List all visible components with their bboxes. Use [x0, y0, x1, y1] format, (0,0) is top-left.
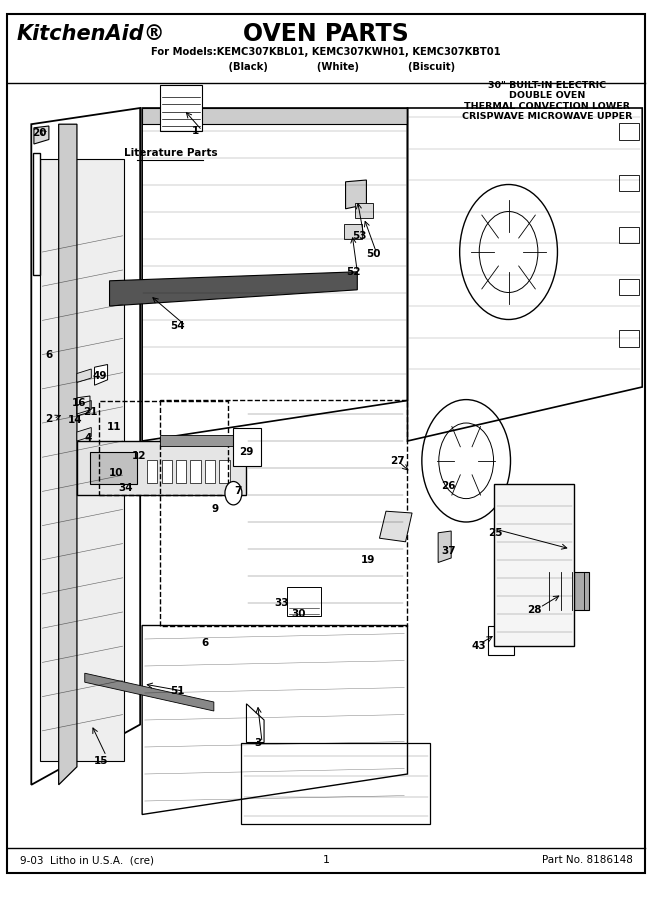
- Text: 53: 53: [353, 230, 367, 241]
- Text: 7: 7: [234, 485, 242, 496]
- Text: Part No. 8186148: Part No. 8186148: [542, 855, 632, 866]
- Bar: [619, 227, 639, 243]
- Polygon shape: [142, 108, 408, 124]
- Bar: [287, 587, 321, 616]
- Polygon shape: [77, 369, 91, 382]
- Text: 26: 26: [441, 481, 456, 491]
- Bar: [619, 330, 639, 346]
- Bar: [33, 153, 40, 274]
- Text: 9-03  Litho in U.S.A.  (cre): 9-03 Litho in U.S.A. (cre): [20, 855, 154, 866]
- Bar: [219, 460, 230, 483]
- Text: 50: 50: [366, 248, 380, 259]
- Bar: [90, 452, 137, 484]
- Text: 14: 14: [68, 415, 82, 426]
- Bar: [619, 123, 639, 140]
- Bar: [40, 159, 124, 760]
- Text: 11: 11: [107, 422, 121, 433]
- Text: 25: 25: [488, 527, 503, 538]
- Text: 1: 1: [323, 855, 329, 866]
- Text: 52: 52: [346, 266, 361, 277]
- Bar: [619, 279, 639, 295]
- Text: 30: 30: [291, 608, 306, 619]
- Polygon shape: [77, 428, 91, 441]
- Text: 54: 54: [170, 320, 185, 331]
- Text: 33: 33: [274, 598, 289, 608]
- Polygon shape: [346, 180, 366, 209]
- Text: 3: 3: [254, 737, 261, 748]
- Polygon shape: [34, 126, 49, 144]
- Bar: [619, 175, 639, 191]
- Text: 16: 16: [72, 398, 87, 409]
- Bar: [488, 626, 514, 655]
- Text: 2: 2: [45, 413, 53, 424]
- Bar: [344, 224, 362, 238]
- Text: KitchenAid®: KitchenAid®: [16, 24, 165, 44]
- Polygon shape: [59, 124, 77, 785]
- Bar: [542, 572, 589, 610]
- Bar: [176, 460, 186, 483]
- Text: 28: 28: [527, 605, 542, 616]
- Bar: [190, 460, 201, 483]
- Text: 49: 49: [93, 371, 107, 382]
- Text: 4: 4: [84, 433, 92, 444]
- Text: 20: 20: [32, 128, 46, 139]
- Text: 1: 1: [192, 125, 200, 136]
- Bar: [233, 428, 261, 466]
- Text: 15: 15: [94, 755, 108, 766]
- Bar: [162, 460, 172, 483]
- Text: 19: 19: [361, 554, 376, 565]
- Polygon shape: [95, 364, 108, 385]
- Text: For Models:KEMC307KBL01, KEMC307KWH01, KEMC307KBT01: For Models:KEMC307KBL01, KEMC307KWH01, K…: [151, 47, 501, 58]
- Bar: [205, 460, 215, 483]
- Text: 10: 10: [109, 467, 123, 478]
- Bar: [99, 400, 228, 495]
- Polygon shape: [85, 673, 214, 711]
- Bar: [494, 484, 574, 646]
- Circle shape: [225, 482, 242, 505]
- Bar: [160, 86, 202, 130]
- Polygon shape: [110, 272, 357, 306]
- Text: Literature Parts: Literature Parts: [124, 148, 218, 158]
- Polygon shape: [77, 400, 91, 414]
- Text: 34: 34: [119, 482, 133, 493]
- Text: 29: 29: [239, 446, 254, 457]
- Bar: [355, 203, 373, 218]
- Text: OVEN PARTS: OVEN PARTS: [243, 22, 409, 46]
- Text: 21: 21: [83, 407, 97, 418]
- Text: 9: 9: [212, 503, 218, 514]
- Text: 12: 12: [132, 451, 146, 462]
- Bar: [77, 441, 246, 495]
- Polygon shape: [379, 511, 412, 542]
- Polygon shape: [438, 531, 451, 562]
- Text: 6: 6: [201, 638, 209, 649]
- Text: 27: 27: [391, 455, 405, 466]
- Text: (Black)              (White)              (Biscuit): (Black) (White) (Biscuit): [197, 61, 455, 72]
- Bar: [160, 435, 244, 446]
- Bar: [147, 460, 157, 483]
- Text: 6: 6: [45, 350, 53, 361]
- Text: 51: 51: [170, 686, 185, 697]
- Text: 43: 43: [472, 641, 486, 652]
- Text: 37: 37: [441, 545, 456, 556]
- Text: 30" BUILT-IN ELECTRIC
DOUBLE OVEN
THERMAL CONVECTION LOWER
CRISPWAVE MICROWAVE U: 30" BUILT-IN ELECTRIC DOUBLE OVEN THERMA…: [462, 81, 632, 122]
